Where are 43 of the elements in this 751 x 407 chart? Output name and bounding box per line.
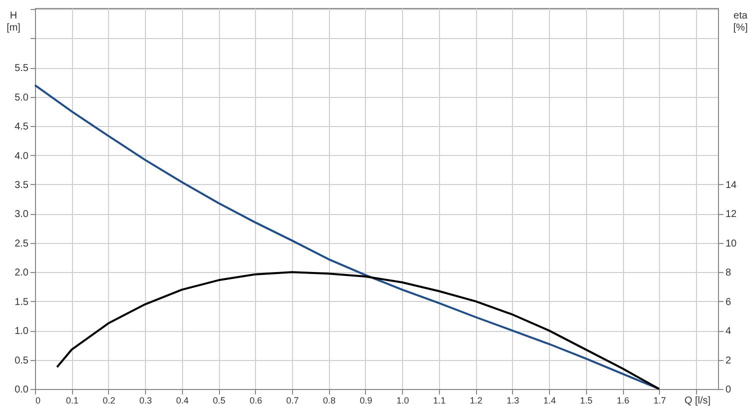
x-tick-label: 0.2 bbox=[102, 396, 116, 406]
x-tick-label: 0.6 bbox=[250, 396, 262, 406]
x-tick-label: 1.4 bbox=[543, 396, 556, 406]
y2-tick-label: 14 bbox=[726, 180, 738, 191]
x-tick-label: 0.5 bbox=[212, 396, 226, 406]
x-axis-title: Q [l/s] bbox=[684, 396, 711, 406]
y-tick-label: 4.5 bbox=[14, 122, 29, 133]
y2-tick-label: 2 bbox=[726, 355, 732, 366]
y-tick-label: 1.0 bbox=[14, 326, 29, 338]
x-tick-label: 1.5 bbox=[580, 396, 593, 406]
x-tick-label: 0.7 bbox=[286, 396, 299, 406]
y2-tick-label: 12 bbox=[726, 209, 738, 220]
y-tick-label: 2.5 bbox=[14, 238, 29, 250]
x-tick-label: 0.4 bbox=[176, 396, 189, 406]
y-tick-label: 1.5 bbox=[14, 296, 29, 308]
x-tick-label: 0 bbox=[36, 396, 41, 406]
x-tick-label: 0.3 bbox=[139, 396, 152, 406]
y-tick-label: 3.5 bbox=[14, 180, 29, 191]
x-tick-label: 1.7 bbox=[653, 396, 666, 406]
y-tick-label: 2.0 bbox=[14, 268, 29, 279]
x-tick-label: 1.1 bbox=[433, 396, 446, 406]
line-series bbox=[34, 84, 660, 390]
y-tick-label: 5.0 bbox=[14, 92, 29, 104]
y2-tick-label: 8 bbox=[726, 268, 732, 279]
y-tick-label: 3.0 bbox=[14, 209, 29, 220]
x-tick-label: 0.9 bbox=[360, 396, 372, 406]
y2-tick-label: 10 bbox=[726, 238, 738, 250]
x-tick-label: 0.1 bbox=[66, 396, 78, 406]
y-tick-label: 0.0 bbox=[14, 384, 29, 396]
y2-tick-label: 6 bbox=[726, 296, 732, 308]
x-tick-label: 0.8 bbox=[323, 396, 336, 406]
x-tick-label: 1.3 bbox=[506, 396, 520, 406]
x-tick-label: 1.2 bbox=[470, 396, 482, 406]
x-tick-label: 1.6 bbox=[616, 396, 630, 406]
y2-axis-title: eta [%] bbox=[733, 10, 748, 34]
line-series bbox=[56, 271, 660, 390]
y2-tick-label: 0 bbox=[726, 384, 732, 396]
y2-tick-label: 4 bbox=[726, 326, 732, 338]
x-tick-label: 1.0 bbox=[396, 396, 409, 406]
y-axis-title: H [m] bbox=[6, 10, 21, 34]
y-tick-label: 4.0 bbox=[14, 150, 29, 162]
y-tick-label: 5.5 bbox=[14, 63, 29, 74]
y-tick-label: 0.5 bbox=[14, 355, 29, 366]
